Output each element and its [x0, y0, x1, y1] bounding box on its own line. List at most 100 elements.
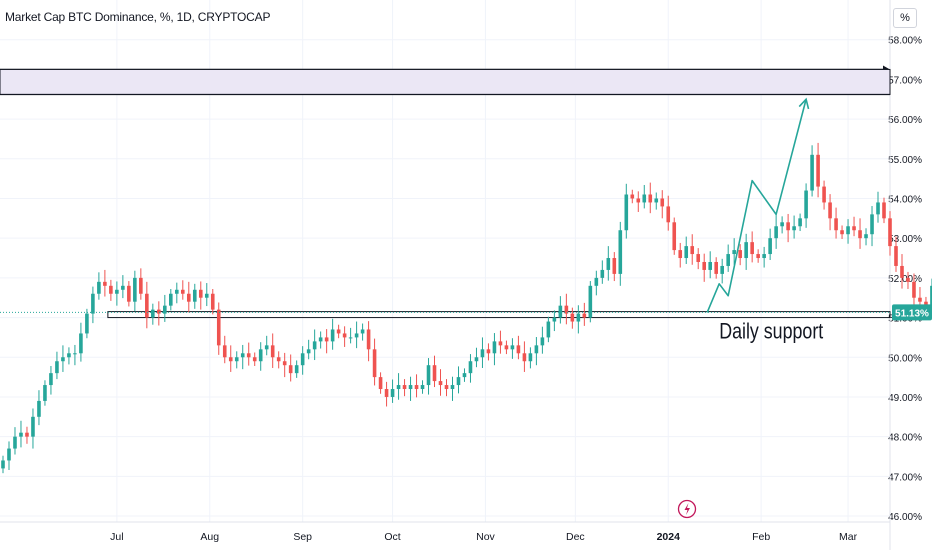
candle-down [894, 246, 898, 266]
candle-up [642, 194, 647, 203]
candle-up [240, 353, 245, 358]
candle-down [139, 277, 143, 294]
candle-up [306, 349, 311, 354]
y-tick-label: 47.00% [888, 472, 922, 483]
candle-down [498, 341, 503, 346]
candle-up [864, 234, 868, 239]
candle-down [570, 313, 575, 322]
candle-up [876, 202, 880, 215]
zone-rectangle [107, 311, 891, 319]
candle-down [180, 289, 185, 294]
candle-down [157, 309, 161, 314]
candle-up [726, 254, 730, 266]
candle-up [558, 305, 563, 318]
candle-up [846, 226, 850, 235]
candle-down [438, 381, 443, 386]
y-tick-label: 58.00% [888, 36, 922, 47]
candle-down [906, 277, 910, 282]
x-tick-label: Jul [110, 531, 123, 543]
y-tick-label: 49.00% [888, 393, 922, 404]
last-price-label: 51.13% [895, 308, 929, 319]
candle-up [37, 400, 41, 417]
candle-up [654, 198, 659, 203]
candle-down [636, 198, 641, 203]
candle-up [169, 293, 173, 306]
candle-up [810, 154, 814, 191]
candle-up [600, 269, 605, 278]
projection-path [706, 99, 807, 313]
candle-up [762, 254, 766, 259]
candle-up [930, 285, 932, 306]
candle-down [342, 333, 347, 338]
candle-down [666, 206, 671, 223]
candle-down [786, 222, 790, 231]
candle-down [109, 285, 113, 294]
candle-down [564, 305, 569, 314]
y-tick-label: 50.00% [888, 353, 922, 364]
x-tick-label: Sep [293, 531, 312, 543]
unit-toggle-button[interactable]: % [893, 8, 917, 28]
candle-down [840, 230, 844, 235]
candle-down [252, 357, 257, 362]
candle-up [594, 277, 599, 286]
candle-up [204, 293, 209, 298]
candle-down [504, 345, 509, 350]
candle-down [444, 385, 449, 390]
candle-up [300, 353, 305, 366]
candle-down [228, 357, 233, 362]
candle-up [708, 261, 713, 270]
candle-down [834, 218, 838, 231]
candle-up [450, 385, 455, 390]
y-tick-label: 46.00% [888, 512, 922, 523]
candle-down [612, 258, 617, 274]
candle-up [720, 265, 724, 274]
candle-up [492, 341, 497, 354]
candle-down [696, 254, 701, 262]
candle-down [912, 281, 916, 298]
candle-down [816, 154, 820, 187]
y-tick-label: 55.00% [888, 155, 922, 166]
candle-up [768, 238, 772, 255]
candle-down [270, 345, 275, 358]
candle-up [420, 385, 425, 390]
candle-up [588, 285, 593, 318]
projection-arrow-icon [798, 97, 810, 110]
candle-up [774, 226, 778, 239]
candle-up [175, 289, 179, 294]
candle-down [660, 198, 665, 207]
candle-down [372, 349, 377, 378]
candle-down [516, 345, 521, 354]
candle-down [145, 293, 149, 318]
candle-up [576, 313, 581, 322]
candle-up [798, 218, 802, 227]
candle-up [61, 357, 65, 362]
candle-up [49, 373, 53, 386]
candle-down [25, 432, 29, 437]
candle-up [546, 321, 551, 338]
candle-down [282, 361, 287, 366]
candle-up [133, 277, 137, 302]
candle-up [528, 353, 533, 362]
candle-up [804, 190, 808, 219]
last-price-tag [892, 304, 932, 321]
candle-up [684, 246, 689, 259]
candle-down [822, 186, 826, 203]
candle-up [480, 349, 485, 358]
y-tick-label: 57.00% [888, 75, 922, 86]
candle-up [780, 222, 784, 227]
candle-down [672, 222, 677, 251]
candle-down [918, 297, 922, 302]
y-tick-label: 52.00% [888, 274, 922, 285]
chart-title: Market Cap BTC Dominance, %, 1D, CRYPTOC… [5, 10, 271, 24]
candle-up [552, 317, 557, 322]
candle-down [522, 353, 527, 362]
candle-down [750, 242, 754, 255]
candle-up [624, 194, 629, 231]
candle-up [115, 289, 119, 294]
candle-up [318, 337, 323, 342]
candle-up [330, 329, 335, 342]
candle-down [858, 230, 862, 239]
candle-up [31, 416, 35, 437]
